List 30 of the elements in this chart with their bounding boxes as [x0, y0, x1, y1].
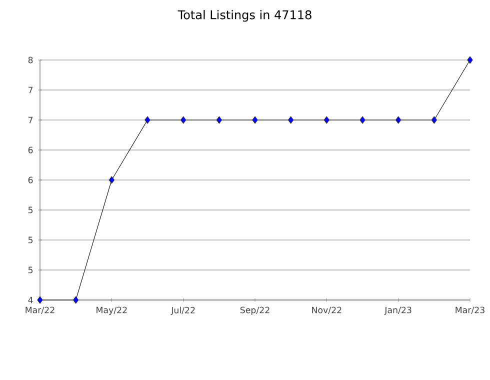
chart-title: Total Listings in 47118 — [178, 10, 312, 22]
x-tick-label: Sep/22 — [240, 306, 270, 315]
y-tick-label: 5 — [28, 266, 33, 274]
point — [180, 116, 186, 124]
y-tick-label: 7 — [28, 116, 33, 124]
point — [395, 116, 402, 124]
point — [72, 296, 79, 304]
point — [216, 116, 222, 124]
point — [108, 176, 115, 184]
x-tick-label: Mar/23 — [456, 306, 484, 314]
x-tick-label: May/22 — [96, 306, 127, 315]
point — [324, 116, 330, 124]
point — [431, 116, 438, 124]
point — [288, 116, 294, 124]
y-tick-label: 5 — [28, 206, 33, 214]
point — [252, 116, 258, 124]
x-tick-label: Nov/22 — [312, 306, 342, 314]
y-tick-label: 4 — [28, 296, 33, 304]
point — [37, 296, 43, 304]
y-tick-label: 8 — [28, 56, 33, 64]
point — [360, 116, 366, 124]
x-tick-label: Jan/23 — [384, 306, 412, 315]
point — [144, 116, 150, 124]
y-tick-label: 6 — [28, 146, 33, 154]
x-tick-label: Jul/22 — [170, 306, 195, 316]
y-tick-label: 5 — [28, 236, 33, 244]
x-tick-label: Mar/22 — [26, 306, 54, 314]
y-tick-label: 6 — [28, 176, 33, 184]
point — [467, 56, 473, 64]
y-tick-label: 7 — [28, 86, 33, 94]
